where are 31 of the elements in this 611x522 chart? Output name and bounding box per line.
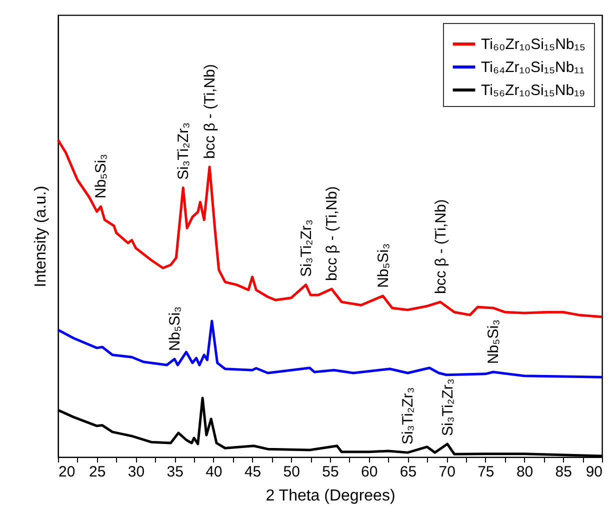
x-tick-label: 50 xyxy=(283,464,300,480)
annotation: Nb₅Si₃ xyxy=(485,319,502,364)
x-tick-label: 70 xyxy=(438,464,456,480)
x-tick-label: 35 xyxy=(166,464,184,480)
x-axis-title: 2 Theta (Degrees) xyxy=(266,488,396,504)
x-tick-label: 25 xyxy=(89,464,106,480)
x-tick-label: 90 xyxy=(586,464,602,480)
annotation: Si₃Ti₂Zr₃ xyxy=(298,219,315,277)
x-tick-label: 20 xyxy=(58,464,76,480)
x-tick-label: 80 xyxy=(516,464,534,480)
annotation: Si₃Ti₂Zr₃ xyxy=(400,387,417,445)
x-tick-label: 30 xyxy=(128,464,145,480)
annotation: Nb₅Si₃ xyxy=(166,306,184,352)
x-tick-label: 60 xyxy=(361,464,378,480)
legend-label: Ti₆₀Zr₁₀Si₁₅Nb₁₅ xyxy=(481,36,586,53)
x-tick-label: 65 xyxy=(400,464,417,480)
annotation: Nb₅Si₃ xyxy=(92,154,110,199)
legend-label: Ti₅₆Zr₁₀Si₁₅Nb₁₉ xyxy=(481,82,586,99)
x-tick-label: 45 xyxy=(244,464,262,480)
annotation: Si₃Ti₂Zr₃ xyxy=(175,122,192,180)
x-tick-label: 55 xyxy=(322,464,339,480)
x-tick-label: 85 xyxy=(555,464,572,480)
annotation: Si₃Ti₂Zr₃ xyxy=(439,378,456,436)
x-tick-label: 75 xyxy=(478,464,494,480)
x-tick-label: 40 xyxy=(206,464,222,480)
annotation: bcc β - (Ti,Nb) xyxy=(324,186,341,281)
y-axis-title: Intensity (a.u.) xyxy=(32,186,50,288)
annotation: bcc β - (Ti,Nb) xyxy=(432,199,450,294)
legend-label: Ti₆₄Zr₁₀Si₁₅Nb₁₁ xyxy=(481,59,584,76)
annotation: Nb₅Si₃ xyxy=(374,243,392,288)
annotation: bcc β - (Ti,Nb) xyxy=(202,64,219,159)
